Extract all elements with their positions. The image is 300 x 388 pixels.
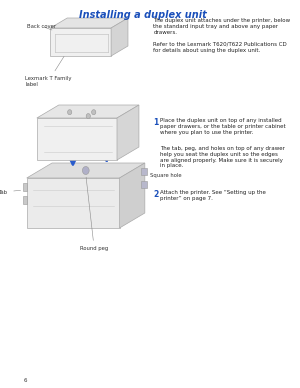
- Circle shape: [92, 110, 96, 115]
- Circle shape: [68, 110, 72, 115]
- Polygon shape: [27, 178, 119, 228]
- Text: Attach the printer. See “Setting up the
printer” on page 7.: Attach the printer. See “Setting up the …: [160, 190, 266, 201]
- Polygon shape: [111, 18, 128, 56]
- Text: The duplex unit attaches under the printer, below
the standard input tray and ab: The duplex unit attaches under the print…: [153, 18, 290, 35]
- Circle shape: [86, 114, 90, 119]
- Text: Installing a duplex unit: Installing a duplex unit: [79, 10, 207, 20]
- Circle shape: [82, 166, 89, 175]
- Bar: [142, 181, 147, 188]
- Polygon shape: [23, 183, 27, 191]
- Polygon shape: [37, 118, 117, 160]
- Text: The tab, peg, and holes on top of any drawer
help you seat the duplex unit so th: The tab, peg, and holes on top of any dr…: [160, 146, 285, 168]
- Text: Tab: Tab: [0, 189, 21, 194]
- Polygon shape: [50, 28, 111, 56]
- Text: Place the duplex unit on top of any installed
paper drawers, or the table or pri: Place the duplex unit on top of any inst…: [160, 118, 286, 135]
- Bar: [142, 168, 147, 175]
- Polygon shape: [37, 105, 139, 118]
- Polygon shape: [119, 163, 145, 228]
- Text: 1: 1: [153, 118, 158, 127]
- Text: 6: 6: [23, 378, 27, 383]
- Text: Back cover: Back cover: [27, 24, 56, 30]
- Polygon shape: [117, 105, 139, 160]
- Text: 2: 2: [153, 190, 158, 199]
- Text: Round peg: Round peg: [80, 177, 108, 251]
- Polygon shape: [27, 163, 145, 178]
- Text: Refer to the Lexmark T620/T622 Publications CD
for details about using the duple: Refer to the Lexmark T620/T622 Publicati…: [153, 42, 287, 53]
- Text: Lexmark T Family
label: Lexmark T Family label: [25, 56, 71, 87]
- Polygon shape: [23, 196, 27, 204]
- Text: Square hole: Square hole: [150, 173, 182, 177]
- Polygon shape: [50, 18, 128, 28]
